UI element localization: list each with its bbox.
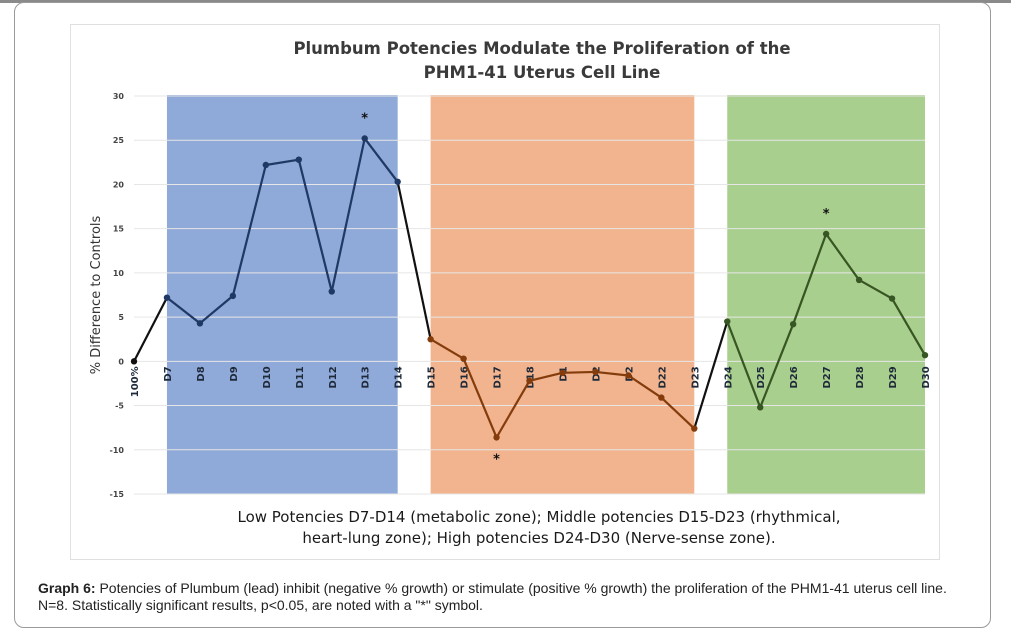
line-segment: [231, 163, 267, 297]
data-point: [789, 320, 797, 328]
y-tick-label: -10: [110, 446, 125, 455]
x-tick-label: D23: [690, 366, 701, 388]
x-tick-label: D9: [229, 366, 240, 381]
x-tick-label: D8: [196, 366, 207, 381]
data-point: [855, 276, 863, 284]
y-tick-label: 30: [113, 92, 125, 101]
line-segment: [297, 158, 333, 293]
y-tick-label: 25: [113, 136, 125, 145]
zone-band-3: [727, 95, 925, 494]
data-point: [229, 292, 237, 300]
data-point: [196, 320, 204, 327]
x-tick-label: D27: [822, 366, 833, 388]
caption-text: Potencies of Plumbum (lead) inhibit (neg…: [38, 580, 947, 613]
data-point: [130, 358, 138, 365]
caption-label: Graph 6:: [38, 580, 96, 596]
x-tick-label: D30: [921, 366, 932, 388]
x-tick-label: D13: [361, 366, 372, 388]
x-tick-label: D11: [295, 366, 306, 388]
data-point: [163, 294, 171, 301]
data-point: [460, 355, 467, 362]
x-tick-label: D17: [493, 366, 504, 388]
data-point: [394, 178, 401, 185]
data-point: [822, 230, 830, 238]
line-segment: [462, 357, 498, 439]
x-tick-label: D10: [262, 366, 273, 388]
data-point: [295, 156, 302, 163]
x-tick-label: D15: [427, 366, 438, 388]
data-point: [592, 368, 599, 376]
line-segment: [857, 278, 894, 300]
x-tick-label: D24: [723, 366, 734, 388]
data-point: [691, 425, 698, 432]
significance-marker: *: [493, 452, 500, 467]
x-tick-label: D22: [657, 366, 668, 388]
x-tick-label: 100%: [130, 366, 141, 397]
top-rule: [0, 0, 1011, 3]
y-tick-label: 10: [113, 269, 125, 278]
data-point: [493, 434, 500, 441]
data-point: [526, 377, 533, 384]
line-segment: [165, 296, 202, 325]
significance-marker: *: [361, 111, 368, 126]
line-segment: [330, 137, 366, 293]
chart-title-line-2: PHM1-41 Uterus Cell Line: [424, 63, 661, 82]
x-tick-label: D16: [460, 366, 471, 388]
data-point: [559, 369, 566, 377]
data-point: [625, 372, 632, 379]
x-tick-label: D18: [526, 366, 537, 388]
zone-band-1: [166, 95, 398, 494]
y-tick-label: -15: [110, 490, 125, 499]
zone-annotation-line-2: heart-lung zone); High potencies D24-D30…: [302, 529, 775, 547]
line-segment: [429, 338, 465, 360]
line-segment: [132, 296, 169, 363]
line-segment: [396, 180, 432, 341]
zone-band-2: [430, 95, 695, 494]
data-point: [262, 161, 270, 169]
x-tick-label: D29: [888, 366, 899, 388]
y-tick-label: -5: [115, 402, 124, 411]
line-segment: [495, 379, 531, 439]
line-segment: [198, 294, 234, 325]
line-segment: [726, 320, 762, 409]
data-point: [888, 295, 896, 302]
line-segment: [890, 297, 927, 357]
chart-title-line-1: Plumbum Potencies Modulate the Prolifera…: [293, 39, 790, 58]
data-point: [757, 404, 764, 411]
line-segment: [693, 320, 729, 430]
x-tick-label: D12: [328, 366, 339, 388]
x-tick-label: D25: [756, 366, 767, 388]
data-point: [658, 394, 665, 401]
data-point: [328, 288, 335, 295]
data-point: [361, 135, 368, 142]
x-tick-label: D26: [789, 366, 800, 388]
line-segment: [825, 232, 861, 282]
y-axis-label: % Difference to Controls: [89, 215, 104, 374]
y-tick-label: 20: [113, 180, 125, 189]
y-tick-label: 0: [118, 357, 124, 366]
significance-marker: *: [823, 207, 830, 222]
y-tick-label: 5: [118, 313, 124, 322]
x-tick-label: D14: [394, 366, 405, 388]
line-segment: [792, 232, 828, 326]
x-tick-label: D7: [163, 366, 174, 381]
x-tick-label: D28: [855, 366, 866, 388]
data-point: [427, 336, 434, 343]
line-segment: [627, 374, 663, 399]
figure-caption: Graph 6: Potencies of Plumbum (lead) inh…: [38, 580, 978, 614]
line-segment: [660, 396, 696, 430]
line-segment: [759, 323, 795, 409]
data-point: [921, 351, 929, 359]
y-tick-label: 15: [113, 225, 125, 234]
line-segment: [594, 370, 630, 377]
line-segment: [363, 137, 399, 183]
data-point: [724, 318, 731, 325]
zone-annotation-line-1: Low Potencies D7-D14 (metabolic zone); M…: [237, 508, 840, 526]
line-segment: [528, 371, 564, 382]
line-segment: [264, 158, 300, 167]
line-segment: [561, 370, 597, 374]
